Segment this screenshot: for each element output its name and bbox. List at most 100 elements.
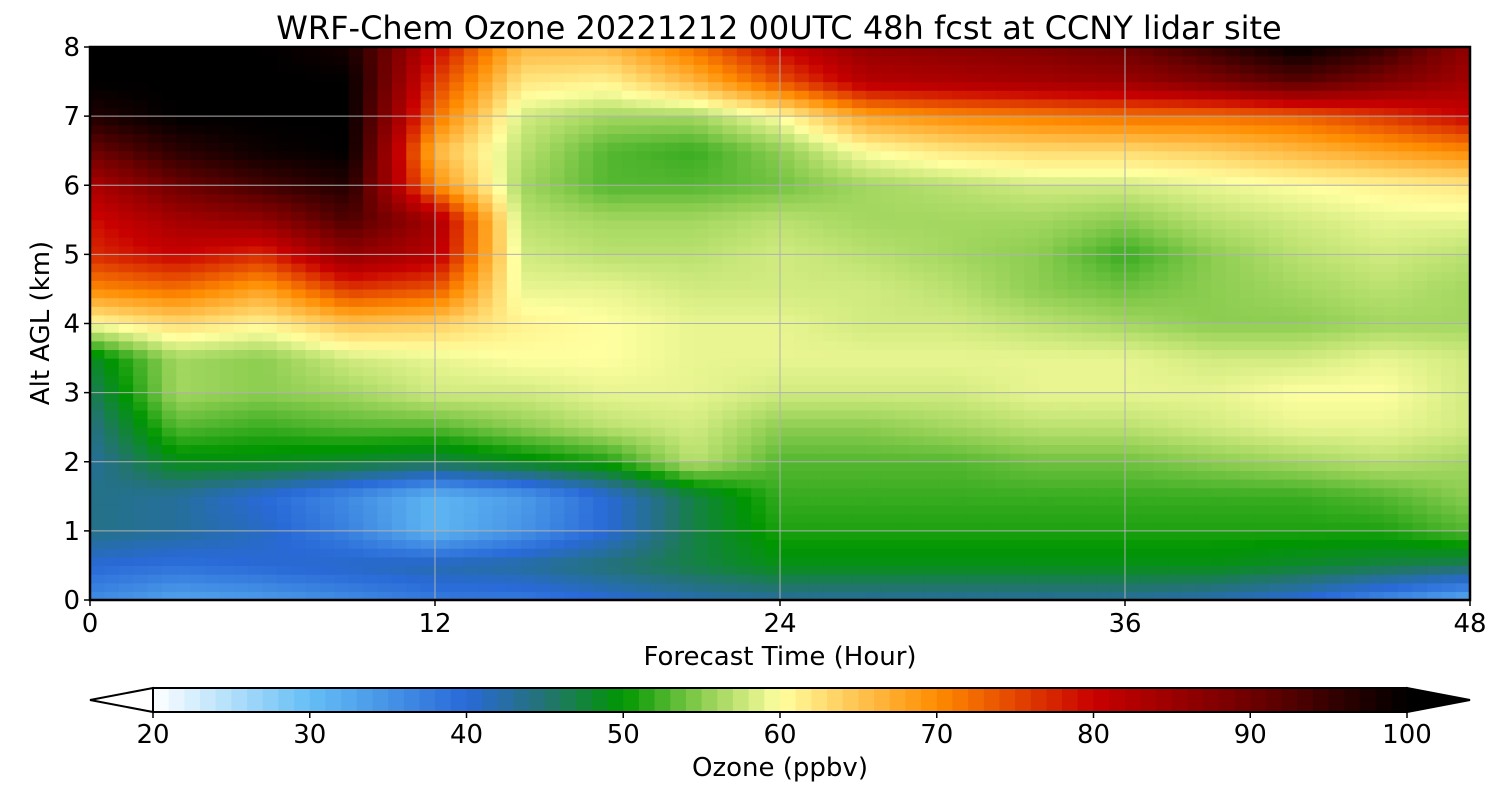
heatmap-cell <box>1067 193 1083 204</box>
heatmap-cell <box>909 470 925 480</box>
heatmap-cell <box>535 211 551 221</box>
heatmap-cell <box>233 556 249 567</box>
heatmap-cell <box>578 366 594 376</box>
heatmap-cell <box>765 470 781 480</box>
heatmap-cell <box>923 288 939 299</box>
heatmap-cell <box>535 263 551 273</box>
heatmap-cell <box>679 548 695 558</box>
heatmap-cell <box>1038 349 1054 359</box>
heatmap-cell <box>248 444 264 454</box>
heatmap-cell <box>1053 383 1069 394</box>
heatmap-cell <box>794 323 810 333</box>
heatmap-cell <box>1139 150 1155 160</box>
heatmap-cell <box>521 237 537 247</box>
heatmap-cell <box>938 211 954 221</box>
heatmap-cell <box>607 539 623 549</box>
heatmap-cell <box>880 565 896 575</box>
heatmap-cell <box>981 496 997 506</box>
heatmap-cell <box>1398 323 1414 333</box>
heatmap-cell <box>1125 556 1140 567</box>
heatmap-cell <box>1139 271 1155 281</box>
heatmap-cell <box>463 487 479 497</box>
heatmap-cell <box>291 297 307 307</box>
heatmap-cell <box>449 219 465 230</box>
heatmap-cell <box>607 427 623 437</box>
heatmap-cell <box>363 409 379 420</box>
heatmap-cell <box>938 487 954 497</box>
heatmap-cell <box>1139 193 1155 204</box>
heatmap-cell <box>1196 479 1212 489</box>
heatmap-cell <box>262 167 278 178</box>
heatmap-cell <box>133 314 149 325</box>
heatmap-cell <box>1211 556 1227 567</box>
heatmap-cell <box>1268 530 1284 541</box>
heatmap-cell <box>262 306 278 316</box>
heatmap-cell <box>966 349 982 359</box>
heatmap-cell <box>736 219 752 230</box>
heatmap-cell <box>1081 366 1097 376</box>
heatmap-cell <box>895 487 910 497</box>
heatmap-cell <box>880 193 896 204</box>
heatmap-cell <box>1125 306 1140 316</box>
heatmap-cell <box>1340 254 1356 264</box>
heatmap-cell <box>794 409 810 420</box>
heatmap-cell <box>248 185 264 195</box>
heatmap-cell <box>521 288 537 299</box>
heatmap-cell <box>1455 409 1470 420</box>
heatmap-cell <box>1125 323 1140 333</box>
heatmap-cell <box>866 444 882 454</box>
heatmap-cell <box>478 513 494 523</box>
heatmap-cell <box>1110 453 1126 463</box>
heatmap-cell <box>276 496 292 506</box>
heatmap-cell <box>104 219 120 230</box>
heatmap-cell <box>823 392 839 402</box>
heatmap-cell <box>593 271 609 281</box>
heatmap-cell <box>133 582 149 592</box>
heatmap-cell <box>205 453 220 463</box>
heatmap-cell <box>90 150 105 160</box>
heatmap-cell <box>348 358 364 368</box>
heatmap-cell <box>1211 530 1227 541</box>
heatmap-cell <box>1010 297 1025 307</box>
heatmap-cell <box>765 444 781 454</box>
heatmap-cell <box>1398 280 1414 290</box>
heatmap-cell <box>1311 323 1327 333</box>
heatmap-cell <box>176 375 192 385</box>
heatmap-cell <box>593 401 609 411</box>
heatmap-cell <box>550 159 565 169</box>
heatmap-cell <box>377 461 393 471</box>
heatmap-cell <box>794 185 810 195</box>
heatmap-cell <box>722 185 738 195</box>
heatmap-cell <box>463 306 479 316</box>
heatmap-cell <box>463 574 479 584</box>
heatmap-cell <box>291 513 307 523</box>
heatmap-cell <box>1340 496 1356 506</box>
heatmap-cell <box>550 332 565 342</box>
heatmap-cell <box>363 375 379 385</box>
heatmap-cell <box>1311 565 1327 575</box>
heatmap-cell <box>665 176 680 186</box>
heatmap-cell <box>564 288 580 299</box>
heatmap-cell <box>636 427 652 437</box>
heatmap-cell <box>1311 427 1327 437</box>
heatmap-cell <box>607 358 623 368</box>
heatmap-cell <box>320 513 335 523</box>
heatmap-cell <box>621 530 637 541</box>
heatmap-cell <box>665 548 680 558</box>
heatmap-cell <box>665 522 680 532</box>
heatmap-cell <box>1125 193 1140 204</box>
heatmap-cell <box>1053 461 1069 471</box>
heatmap-cell <box>1283 496 1299 506</box>
heatmap-cell <box>1067 565 1083 575</box>
heatmap-cell <box>420 219 436 230</box>
heatmap-cell <box>305 574 321 584</box>
heatmap-cell <box>1426 375 1442 385</box>
heatmap-cell <box>1110 470 1126 480</box>
heatmap-cell <box>794 461 810 471</box>
heatmap-cell <box>895 288 910 299</box>
heatmap-cell <box>837 496 853 506</box>
heatmap-cell <box>693 263 709 273</box>
heatmap-cell <box>118 427 134 437</box>
heatmap-cell <box>1225 582 1241 592</box>
heatmap-cell <box>1283 582 1299 592</box>
